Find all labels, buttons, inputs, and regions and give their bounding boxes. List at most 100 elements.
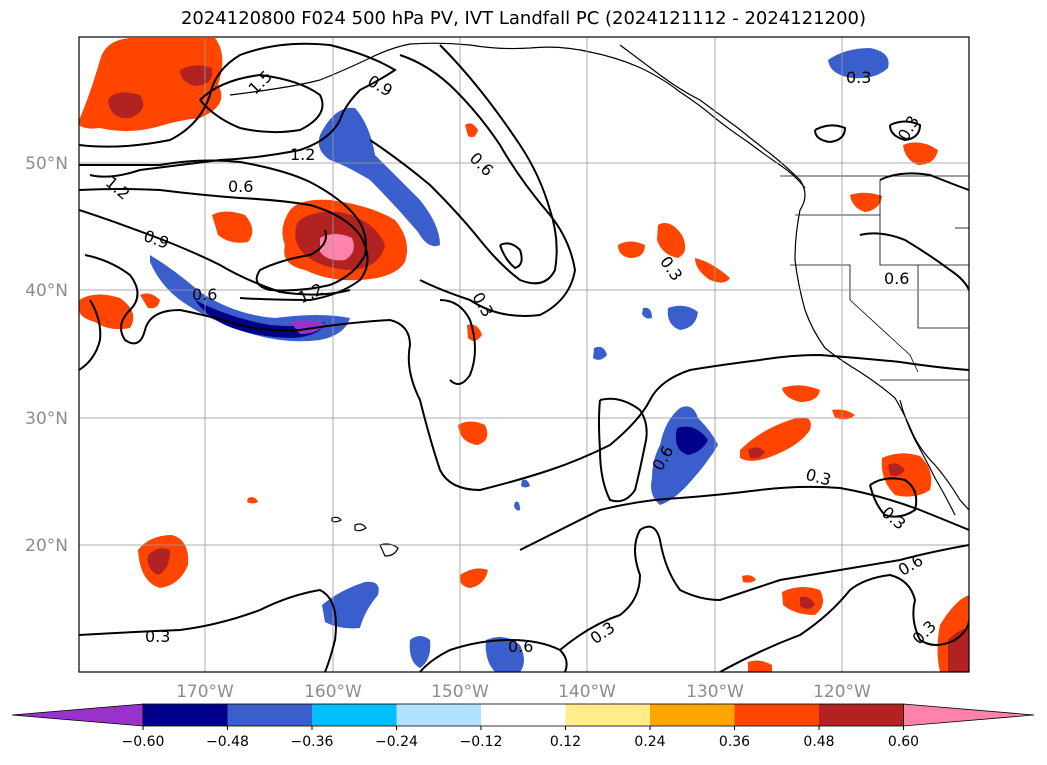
lon-tick-label: 140°W (558, 682, 616, 702)
pv-contour (369, 44, 558, 285)
colorbar-tick-label: −0.60 (122, 734, 165, 750)
pv-contour (399, 54, 577, 317)
ivt-negative-core (675, 426, 708, 455)
hawaii-island (354, 523, 367, 532)
pv-contour (499, 242, 523, 270)
ivt-negative-blob (828, 48, 889, 79)
colorbar-segment (227, 704, 312, 726)
ivt-positive-core (800, 596, 815, 609)
ivt-positive-core (948, 628, 969, 672)
colorbar-tick-label: 0.60 (888, 734, 919, 750)
hawaii-island (379, 543, 399, 557)
colorbar-extend-max (903, 703, 1035, 727)
ivt-positive-blob (832, 409, 855, 420)
pv-contour (719, 573, 969, 672)
pv-contour (419, 638, 568, 672)
ivt-positive-blob (459, 568, 488, 588)
lat-axis: 50°N 40°N 30°N 20°N (25, 154, 68, 556)
ivt-negative-core (195, 300, 325, 338)
lon-tick-label: 130°W (686, 682, 744, 702)
map-title: 2024120800 F024 500 hPa PV, IVT Landfall… (180, 8, 867, 29)
ivt-negative-arc (150, 255, 350, 342)
political-borders (780, 175, 969, 381)
map-background (79, 37, 969, 672)
ivt-positive-core (180, 65, 213, 86)
ivt-negative-blob (651, 406, 718, 505)
ivt-positive-core (147, 548, 170, 575)
pv-contour (559, 525, 969, 651)
baja-coastline (899, 399, 956, 516)
contour-label: 0.6 (192, 285, 217, 304)
colorbar-tick-label: 0.48 (803, 734, 834, 750)
state-border (790, 264, 851, 300)
pv-contour (814, 124, 847, 144)
ivt-negative-blob (514, 501, 520, 511)
us-west-coastline (794, 209, 969, 511)
pv-contour (519, 485, 969, 551)
ivt-positive-blob (212, 211, 253, 243)
colorbar-extend-min (11, 703, 144, 727)
colorbar-tick-label: 0.24 (634, 734, 665, 750)
colorbar-tick-label: −0.48 (206, 734, 249, 750)
ivt-positive-blob (467, 324, 482, 341)
ivt-positive-blob (140, 293, 160, 309)
ivt-negative-blob (642, 307, 652, 319)
colorbar-segment (312, 704, 397, 726)
pv-contour (439, 299, 476, 385)
ivt-positive-core (888, 463, 905, 476)
lat-tick-label: 40°N (25, 281, 68, 301)
colorbar-segment (819, 704, 904, 726)
ivt-positive-core (108, 92, 144, 119)
ivt-shading (79, 38, 969, 672)
colorbar-outline (142, 703, 904, 727)
lon-tick-label: 160°W (304, 682, 362, 702)
coastlines (229, 42, 969, 557)
lat-tick-label: 30°N (25, 409, 68, 429)
contour-label: 0.6 (508, 637, 533, 656)
pv-contour (869, 477, 918, 518)
contour-label: 0.3 (846, 68, 871, 87)
colorbar-tick-labels: −0.60 −0.48 −0.36 −0.24 −0.12 0.12 0.24 0.36 0.4… (122, 726, 919, 750)
pv-contour (84, 254, 969, 492)
map-panel: 1.5 0.9 1.2 1.2 0.6 0.9 0.6 1.2 0.3 0.6 … (79, 37, 969, 672)
alaska-coastline (229, 42, 806, 189)
contour-label: 1.2 (290, 145, 315, 164)
state-border (795, 214, 969, 266)
lat-tick-label: 50°N (25, 154, 68, 174)
ivt-positive-blob (657, 222, 686, 258)
ivt-negative-blob (521, 479, 530, 488)
colorbar-tick-label: −0.24 (375, 734, 418, 750)
ivt-positive-blob (742, 575, 756, 583)
pv-contour (879, 172, 969, 191)
colorbar-tick-label: −0.36 (291, 734, 334, 750)
ivt-positive-blob (618, 241, 645, 258)
ivt-positive-blob (458, 421, 488, 445)
ivt-positive-peak (320, 234, 354, 261)
pv-contour (79, 299, 102, 371)
map-frame (78, 36, 970, 673)
contour-label: 0.6 (884, 269, 909, 288)
pv-contour (199, 73, 324, 134)
ivt-positive-blob (695, 258, 730, 283)
colorbar-segment (650, 704, 735, 726)
graticule (79, 37, 969, 672)
ivt-negative-blob (409, 636, 431, 668)
colorbar-segment (143, 704, 228, 726)
colorbar-tick-label: 0.12 (550, 734, 581, 750)
lon-tick-label: 170°W (176, 682, 234, 702)
lon-axis: 170°W 160°W 150°W 140°W 130°W 120°W (176, 682, 871, 702)
pv-contour (859, 232, 969, 291)
lon-tick-label: 120°W (813, 682, 871, 702)
state-border (849, 299, 919, 373)
colorbar (11, 703, 1035, 727)
contour-label: 0.6 (228, 177, 253, 196)
ivt-positive-blob (850, 192, 882, 212)
ivt-negative-blob (485, 636, 524, 672)
pv-contour (598, 397, 648, 503)
colorbar-tick-label: 0.36 (719, 734, 750, 750)
lat-tick-label: 20°N (25, 536, 68, 556)
colorbar-segment (481, 704, 566, 726)
state-border (917, 265, 969, 329)
pv-contour (79, 159, 367, 292)
